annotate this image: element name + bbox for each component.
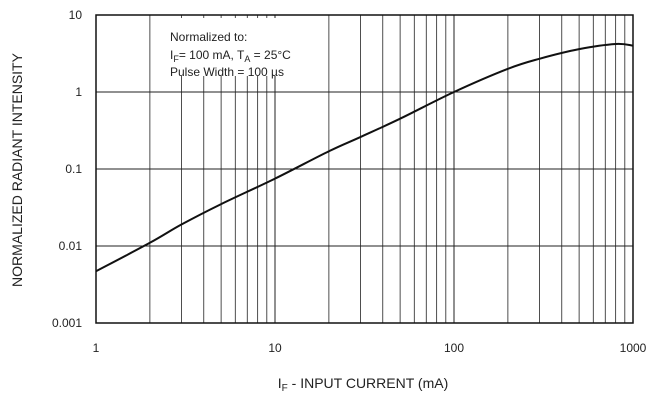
intensity-curve — [95, 42, 634, 273]
y-tick-label: 0.1 — [65, 162, 82, 176]
annotation-line-1: Normalized to: — [170, 30, 247, 44]
x-axis-title-text: - INPUT CURRENT (mA) — [288, 375, 448, 391]
annotation-background — [168, 18, 318, 76]
x-tick-labels: 1 10 100 1000 — [93, 341, 647, 355]
annotation-ta-subscript: A — [244, 54, 250, 64]
y-tick-label: 0.001 — [52, 316, 82, 330]
x-tick-label: 1000 — [620, 341, 647, 355]
annotation-if-value: = 100 mA, T — [179, 48, 245, 62]
x-axis-title: IF - INPUT CURRENT (mA) — [278, 375, 448, 394]
y-tick-label: 1 — [75, 85, 82, 99]
x-axis-title-subscript: F — [282, 383, 288, 394]
y-axis-title: NORMALIZED RADIANT INTENSITY — [9, 52, 25, 287]
x-tick-label: 100 — [444, 341, 464, 355]
y-tick-label: 0.01 — [59, 239, 83, 253]
annotation-if-subscript: F — [173, 54, 179, 64]
annotation-line-2: IF= 100 mA, TA = 25°C — [170, 48, 291, 64]
annotation-if-symbol: I — [170, 48, 173, 62]
x-tick-label: 1 — [93, 341, 100, 355]
annotation-ta-value: = 25°C — [250, 48, 291, 62]
annotation-line-3: Pulse Width = 100 µs — [170, 65, 284, 79]
plot-frame — [95, 14, 634, 324]
x-axis-title-symbol: I — [278, 375, 282, 391]
y-tick-labels: 0.001 0.01 0.1 1 10 — [52, 8, 82, 330]
x-tick-label: 10 — [268, 341, 282, 355]
y-tick-label: 10 — [69, 8, 83, 22]
